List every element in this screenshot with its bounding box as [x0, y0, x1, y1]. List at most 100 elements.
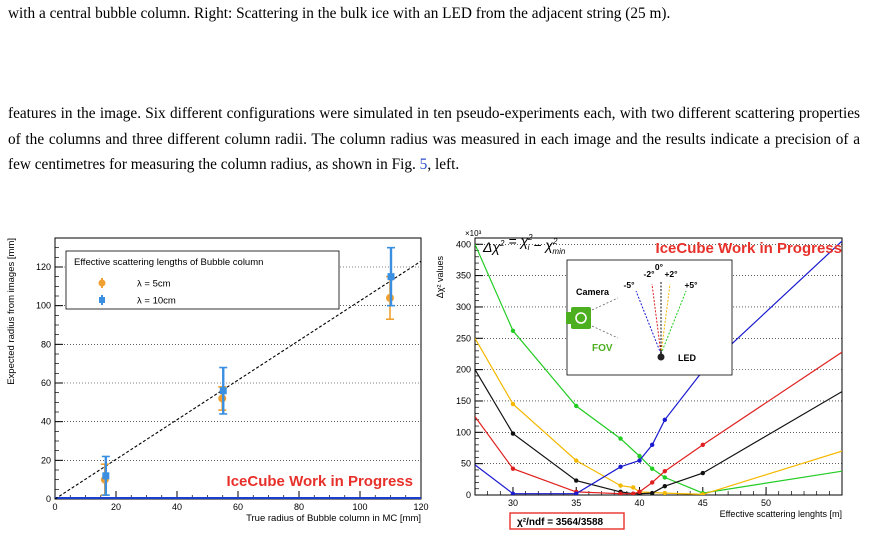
- watermark: IceCube Work in Progress: [656, 240, 842, 257]
- y-tick-label: 40: [41, 417, 51, 427]
- watermark: IceCube Work in Progress: [227, 473, 413, 490]
- series-line: [475, 351, 842, 495]
- formula-part: 2: [527, 233, 533, 242]
- y-tick-label: 0: [466, 490, 471, 500]
- series-point: [700, 442, 705, 448]
- legend: Effective scattering lengths of Bubble c…: [65, 250, 340, 310]
- fit-box: [509, 512, 625, 530]
- legend-label: λ = 10cm: [137, 296, 176, 307]
- series-point: [618, 436, 623, 441]
- y-tick-label: 50: [461, 459, 471, 469]
- formula-part: 2: [552, 237, 558, 246]
- formula-title: Δχ2 = χ2 i − χ2 min: [482, 233, 566, 256]
- x-tick-label: 100: [352, 502, 367, 512]
- x-tick-label: 50: [761, 498, 771, 508]
- series-point: [649, 490, 655, 495]
- series-point: [637, 458, 642, 463]
- paragraph-text: features in the image. Six different con…: [8, 105, 860, 173]
- formula-part: = χ: [505, 233, 529, 249]
- data-point: [219, 387, 227, 395]
- inset-box: [566, 259, 733, 376]
- series-point: [510, 401, 516, 407]
- series-point: [574, 491, 579, 495]
- series-point: [618, 464, 623, 469]
- y-tick-label: 250: [456, 333, 471, 343]
- series-point: [649, 442, 655, 448]
- data-point: [387, 273, 395, 281]
- series-point: [662, 490, 668, 495]
- series-point: [662, 417, 668, 422]
- fov-label: FOV: [592, 343, 613, 354]
- series-group: [475, 240, 842, 495]
- formula-part: 2: [499, 239, 505, 248]
- y-tick-label: 200: [456, 365, 471, 375]
- angle-label: +2°: [664, 269, 678, 279]
- y-tick-label: 0: [46, 494, 51, 504]
- y-tick-label: 100: [456, 427, 471, 437]
- series-point: [630, 485, 636, 490]
- x-axis-label: True radius of Bubble column in MC [mm]: [246, 513, 421, 524]
- legend-marker: [99, 297, 105, 303]
- series-point: [662, 475, 668, 480]
- formula-part: min: [552, 247, 565, 256]
- series-point: [574, 458, 579, 463]
- series-point: [649, 480, 655, 485]
- x-tick-label: 20: [111, 502, 121, 512]
- fit-label: χ²/ndf = 3564/3588: [517, 517, 604, 528]
- led-label: LED: [678, 353, 697, 363]
- series-point: [618, 483, 623, 488]
- y-tick-label: 100: [36, 301, 51, 311]
- series-point: [618, 491, 623, 495]
- camera-lens: [575, 312, 587, 324]
- series-point: [510, 431, 516, 436]
- angle-label: 0°: [655, 262, 664, 272]
- camera-icon: [571, 307, 591, 329]
- y-tick-label: 350: [456, 271, 471, 281]
- y-tick-label: 300: [456, 302, 471, 312]
- formula-part: − χ: [529, 237, 553, 253]
- series-point: [510, 328, 516, 333]
- angle-label: -5°: [624, 280, 636, 290]
- data-point: [102, 472, 110, 480]
- x-tick-label: 40: [635, 498, 645, 508]
- series-point: [649, 466, 655, 471]
- camera-mount: [566, 312, 572, 324]
- angle-ray: [635, 290, 662, 355]
- y-tick-label: 20: [41, 455, 51, 465]
- y-tick-label: 60: [41, 378, 51, 388]
- x-axis-label: Effective scattering lenghts [m]: [720, 509, 842, 519]
- series-point: [662, 468, 668, 474]
- paragraph-text-end: , left.: [427, 156, 460, 173]
- y-axis-label: Δχ² values: [435, 256, 445, 299]
- inset-diagram: Camera FOV -5° -2°0°+2° +5° LED: [566, 259, 733, 376]
- x-tick-label: 45: [698, 498, 708, 508]
- series-point: [637, 453, 642, 459]
- angle-ray: [660, 283, 671, 355]
- angle-ray: [660, 290, 687, 355]
- angle-ray: [651, 283, 662, 355]
- y-tick-label: 80: [41, 339, 51, 349]
- x-tick-label: 0: [52, 502, 57, 512]
- y-tick-label: 150: [456, 396, 471, 406]
- legend-marker: [98, 279, 106, 287]
- x-tick-label: 30: [508, 498, 518, 508]
- series-point: [662, 484, 668, 489]
- series-point: [630, 491, 636, 495]
- series-point: [574, 478, 579, 483]
- x-tick-label: 80: [294, 502, 304, 512]
- y-multiplier: ×10³: [465, 229, 482, 238]
- figure-reference-link[interactable]: 5: [419, 156, 428, 173]
- formula-part: i: [528, 243, 530, 252]
- fov-line: [591, 297, 619, 311]
- x-tick-label: 120: [413, 502, 428, 512]
- x-tick-label: 35: [571, 498, 581, 508]
- legend-label: λ = 5cm: [137, 279, 171, 290]
- formula-part: Δχ: [482, 239, 500, 255]
- angle-label: +5°: [684, 280, 698, 290]
- y-tick-label: 400: [456, 239, 471, 249]
- series-point: [700, 492, 705, 495]
- angle-label: -2°: [644, 269, 656, 279]
- camera-label: Camera: [576, 287, 610, 297]
